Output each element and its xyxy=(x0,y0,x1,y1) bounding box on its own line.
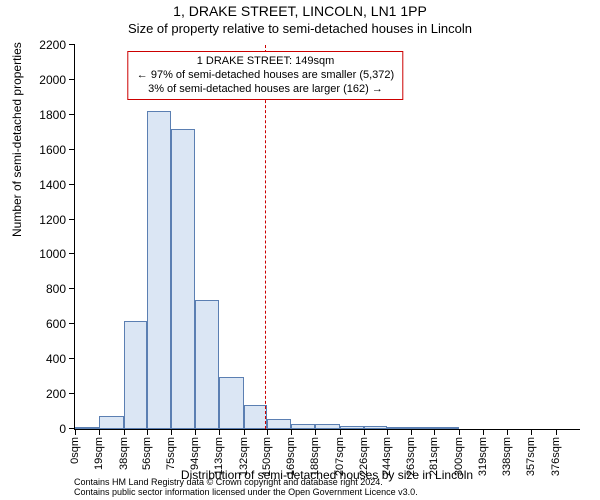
y-tick-label: 1600 xyxy=(39,143,66,157)
annotation-line2: ← 97% of semi-detached houses are smalle… xyxy=(137,69,394,83)
y-tick xyxy=(69,358,75,359)
y-tick-label: 1800 xyxy=(39,108,66,122)
histogram-bar xyxy=(267,419,291,429)
y-tick-label: 2000 xyxy=(39,73,66,87)
x-tick-label: 0sqm xyxy=(69,437,81,464)
y-tick-label: 400 xyxy=(46,352,66,366)
x-tick xyxy=(531,429,532,435)
x-tick xyxy=(507,429,508,435)
y-tick xyxy=(69,114,75,115)
y-axis-label: Number of semi-detached properties xyxy=(10,42,24,237)
annotation-line3: 3% of semi-detached houses are larger (1… xyxy=(137,83,394,97)
annotation-box: 1 DRAKE STREET: 149sqm ← 97% of semi-det… xyxy=(128,51,403,100)
x-tick xyxy=(291,429,292,435)
histogram-bar xyxy=(387,427,411,429)
y-tick-label: 0 xyxy=(59,422,66,436)
histogram-bar xyxy=(340,426,364,429)
y-tick-label: 1000 xyxy=(39,247,66,261)
histogram-bar xyxy=(244,405,267,429)
y-tick-label: 1400 xyxy=(39,178,66,192)
x-tick xyxy=(459,429,460,435)
histogram-bar xyxy=(75,427,99,429)
y-tick xyxy=(69,219,75,220)
x-tick xyxy=(219,429,220,435)
x-tick-label: 94sqm xyxy=(189,437,201,470)
marker-line xyxy=(265,45,266,429)
y-tick-label: 600 xyxy=(46,317,66,331)
y-tick-label: 800 xyxy=(46,282,66,296)
x-tick xyxy=(315,429,316,435)
histogram-bar xyxy=(315,424,339,429)
histogram-bar xyxy=(124,321,147,429)
y-tick xyxy=(69,323,75,324)
chart-container: { "title_line1": "1, DRAKE STREET, LINCO… xyxy=(0,0,600,500)
histogram-bar xyxy=(364,426,387,429)
chart-subtitle: Size of property relative to semi-detach… xyxy=(0,21,600,36)
y-tick xyxy=(69,44,75,45)
x-tick xyxy=(483,429,484,435)
histogram-bar xyxy=(171,129,195,429)
x-tick-label: 56sqm xyxy=(141,437,153,470)
y-tick xyxy=(69,393,75,394)
histogram-bar xyxy=(195,300,219,429)
x-tick xyxy=(387,429,388,435)
x-tick xyxy=(147,429,148,435)
y-tick xyxy=(69,149,75,150)
histogram-bar xyxy=(434,427,458,429)
bars-layer xyxy=(75,45,580,429)
y-tick-label: 1200 xyxy=(39,213,66,227)
x-tick xyxy=(244,429,245,435)
x-tick xyxy=(340,429,341,435)
x-tick-label: 75sqm xyxy=(165,437,177,470)
y-tick-label: 200 xyxy=(46,387,66,401)
x-tick xyxy=(99,429,100,435)
x-tick-label: 19sqm xyxy=(93,437,105,470)
chart-title: 1, DRAKE STREET, LINCOLN, LN1 1PP xyxy=(0,3,600,19)
x-tick xyxy=(75,429,76,435)
y-tick xyxy=(69,253,75,254)
x-tick xyxy=(556,429,557,435)
histogram-bar xyxy=(219,377,243,429)
y-tick xyxy=(69,288,75,289)
x-tick xyxy=(434,429,435,435)
footer-line2: Contains public sector information licen… xyxy=(74,488,418,498)
histogram-bar xyxy=(411,427,434,429)
x-tick xyxy=(267,429,268,435)
histogram-bar xyxy=(147,111,171,429)
annotation-line1: 1 DRAKE STREET: 149sqm xyxy=(137,55,394,69)
x-tick xyxy=(364,429,365,435)
y-tick-label: 2200 xyxy=(39,38,66,52)
x-tick xyxy=(411,429,412,435)
y-tick xyxy=(69,79,75,80)
x-tick xyxy=(124,429,125,435)
x-tick xyxy=(171,429,172,435)
histogram-bar xyxy=(99,416,123,429)
x-tick-label: 38sqm xyxy=(118,437,130,470)
x-tick xyxy=(195,429,196,435)
y-tick xyxy=(69,184,75,185)
plot-area: 0200400600800100012001400160018002000220… xyxy=(74,45,580,430)
histogram-bar xyxy=(291,424,315,429)
footer-credits: Contains HM Land Registry data © Crown c… xyxy=(74,478,418,498)
